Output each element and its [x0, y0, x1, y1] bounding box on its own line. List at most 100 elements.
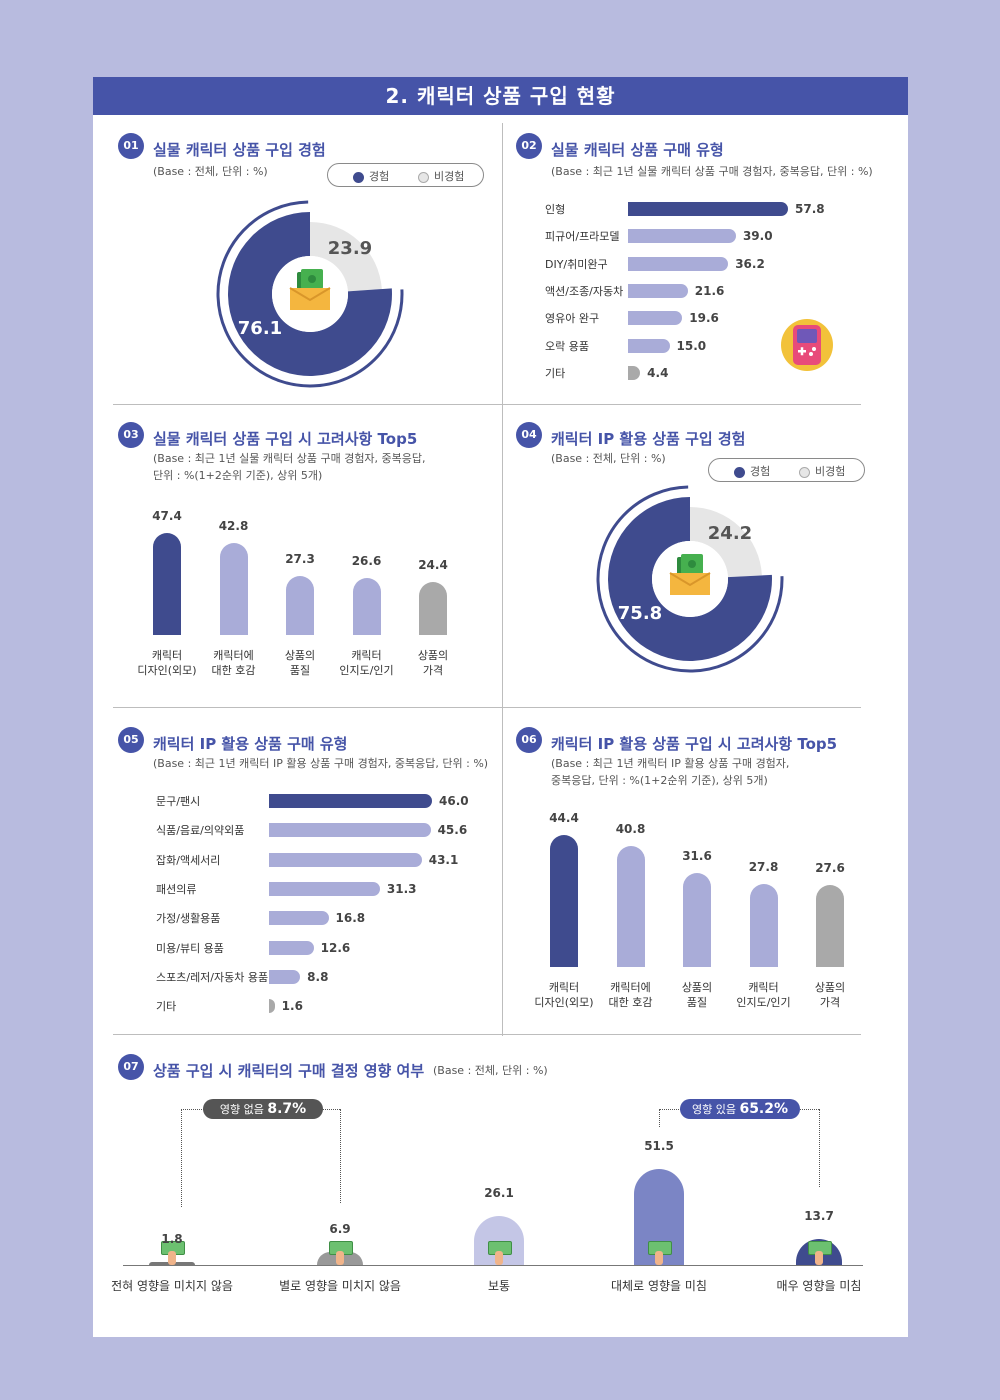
- section-number-05: 05: [118, 727, 144, 753]
- section-number-06: 06: [516, 727, 542, 753]
- donut-chart-01: 23.9 76.1: [216, 200, 404, 388]
- bar-mark: [219, 542, 248, 635]
- bar-category-line: 캐릭터: [548, 981, 580, 994]
- money-envelope-icon: [289, 269, 331, 310]
- bar-category-line: 캐릭터: [351, 649, 382, 662]
- bar-category-label: 영유아 완구: [545, 312, 600, 326]
- bar-category-label: 가정/생활용품: [156, 912, 221, 926]
- bar-category-label: 미용/뷰티 용품: [156, 941, 224, 955]
- section-base-03b: 단위 : %(1+2순위 기준), 상위 5개): [153, 469, 323, 482]
- donut-slice-not-experienced: [310, 222, 382, 292]
- legend-label-not-experienced-04: 비경험: [815, 465, 846, 478]
- bar-category-label: 전혀 영향을 미치지 않음: [111, 1279, 233, 1293]
- bar-category-line: 디자인(외모): [534, 996, 594, 1009]
- section-title-02: 실물 캐릭터 상품 구매 유형: [551, 141, 724, 159]
- section-base-06a: (Base : 최근 1년 캐릭터 IP 활용 상품 구매 경험자,: [551, 757, 790, 770]
- bar-value-label: 31.6: [682, 849, 712, 864]
- bar-value-label: 27.6: [815, 860, 845, 875]
- donut-chart-04: 24.2 75.8: [596, 485, 784, 673]
- bar-category-label: 보통: [487, 1279, 511, 1293]
- bar-category-label: 액션/조종/자동차: [545, 284, 624, 298]
- bar-category-line: 가격: [422, 664, 444, 677]
- baseline-axis: [123, 1265, 863, 1266]
- bar-category-label: 패션의류: [156, 882, 197, 896]
- bar-mark: [628, 338, 670, 353]
- annotation-value: 65.2%: [739, 1101, 789, 1117]
- annotation-label: 영향 있음: [691, 1103, 740, 1116]
- section-base-03a: (Base : 최근 1년 실물 캐릭터 상품 구매 경험자, 중복응답,: [153, 452, 426, 465]
- bar-mark: [269, 881, 380, 896]
- bar-category-label: 문구/팬시: [156, 795, 201, 808]
- bar-category-line: 품질: [686, 996, 708, 1009]
- section-title-03: 실물 캐릭터 상품 구입 시 고려사항 Top5: [153, 430, 418, 448]
- bar-value-label: 45.6: [437, 823, 468, 838]
- bar-category-line: 캐릭터에: [610, 981, 651, 994]
- bar-category-line: 상품의: [681, 981, 713, 994]
- bar-category-line: 상품의: [284, 649, 316, 662]
- section-base-05: (Base : 최근 1년 캐릭터 IP 활용 상품 구매 경험자, 중복응답,…: [153, 757, 489, 770]
- section-number-01: 01: [118, 133, 144, 159]
- section-title-06: 캐릭터 IP 활용 상품 구입 시 고려사항 Top5: [551, 735, 838, 753]
- infographic-page: 2. 캐릭터 상품 구입 현황 01 실물 캐릭터 상품 구입 경험 (Base…: [93, 77, 908, 1337]
- donut-outer-ring: [596, 485, 784, 673]
- bar-mark: [550, 835, 578, 967]
- bar-category-label: 스포츠/레저/자동차 용품: [156, 970, 269, 984]
- bar-category-line: 대한 호감: [211, 664, 256, 677]
- bar-value-label: 31.3: [386, 881, 417, 896]
- bar-value-label: 19.6: [689, 311, 719, 326]
- money-envelope-icon: [669, 554, 711, 595]
- bar-category-label: 오락 용품: [545, 339, 589, 353]
- bar-mark: [628, 256, 729, 271]
- bar-mark: [269, 940, 314, 955]
- bar-value-label: 8.8: [307, 969, 329, 984]
- annotation-bracket-left: [181, 1109, 182, 1207]
- section-number-07: 07: [118, 1054, 144, 1080]
- bar-value-label: 44.4: [549, 811, 579, 825]
- bar-value-label: 43.1: [428, 852, 459, 867]
- annotation-label: 영향 없음: [219, 1103, 268, 1116]
- legend-item-experienced-04: 경험: [734, 463, 770, 479]
- bar-category-line: 인지도/인기: [339, 664, 394, 677]
- bar-category-line: 디자인(외모): [137, 664, 197, 677]
- bar-mark: [352, 577, 381, 635]
- bar-value-label: 13.7: [804, 1209, 834, 1224]
- bar-category-label: 기타: [156, 1000, 177, 1014]
- section-title-01: 실물 캐릭터 상품 구입 경험: [153, 141, 326, 159]
- legend-label-experienced: 경험: [369, 170, 390, 183]
- bar-value-label: 4.4: [647, 365, 669, 380]
- section-base-06b: 중복응답, 단위 : %(1+2순위 기준), 상위 5개): [551, 774, 768, 787]
- legend-label-not-experienced: 비경험: [434, 170, 465, 183]
- legend-dot-not-experienced-04: [799, 466, 810, 478]
- bar-mark: [153, 533, 181, 635]
- bar-value-label: 27.8: [748, 860, 779, 875]
- bar-mark: [683, 873, 711, 967]
- bar-value-label: 1.6: [281, 999, 303, 1014]
- section-title-04: 캐릭터 IP 활용 상품 구입 경험: [551, 430, 746, 448]
- bar-value-label: 39.0: [742, 229, 773, 244]
- hand-icon: [336, 1251, 344, 1265]
- bar-value-label: 26.6: [351, 553, 382, 568]
- bar-value-label: 36.2: [735, 256, 765, 271]
- section-base-02: (Base : 최근 1년 실물 캐릭터 상품 구매 경험자, 중복응답, 단위…: [551, 165, 873, 178]
- bar-mark: [628, 229, 736, 244]
- bar-value-label: 40.8: [615, 821, 646, 836]
- section-number-02: 02: [516, 133, 542, 159]
- bar-value-label: 27.3: [285, 552, 315, 567]
- bar-category-line: 대한 호감: [608, 996, 653, 1009]
- bar-category-label: 상품의 가격: [388, 648, 478, 678]
- bar-mark: [628, 311, 683, 326]
- donut-slice-not-experienced: [690, 507, 762, 578]
- bar-category-label: 상품의 품질: [255, 648, 345, 678]
- donut-label-experienced: 75.8: [618, 603, 662, 624]
- bar-mark: [419, 582, 447, 635]
- donut-label-experienced: 76.1: [238, 318, 282, 339]
- bar-category-label: 기타: [545, 366, 566, 380]
- donut-label-not-experienced: 23.9: [328, 238, 372, 259]
- bar-value-label: 1.8: [161, 1231, 183, 1246]
- bar-category-label: 캐릭터 디자인(외모): [122, 648, 212, 678]
- hand-icon: [168, 1251, 176, 1265]
- bar-mark: [269, 823, 431, 838]
- row-divider-3: [113, 1034, 861, 1035]
